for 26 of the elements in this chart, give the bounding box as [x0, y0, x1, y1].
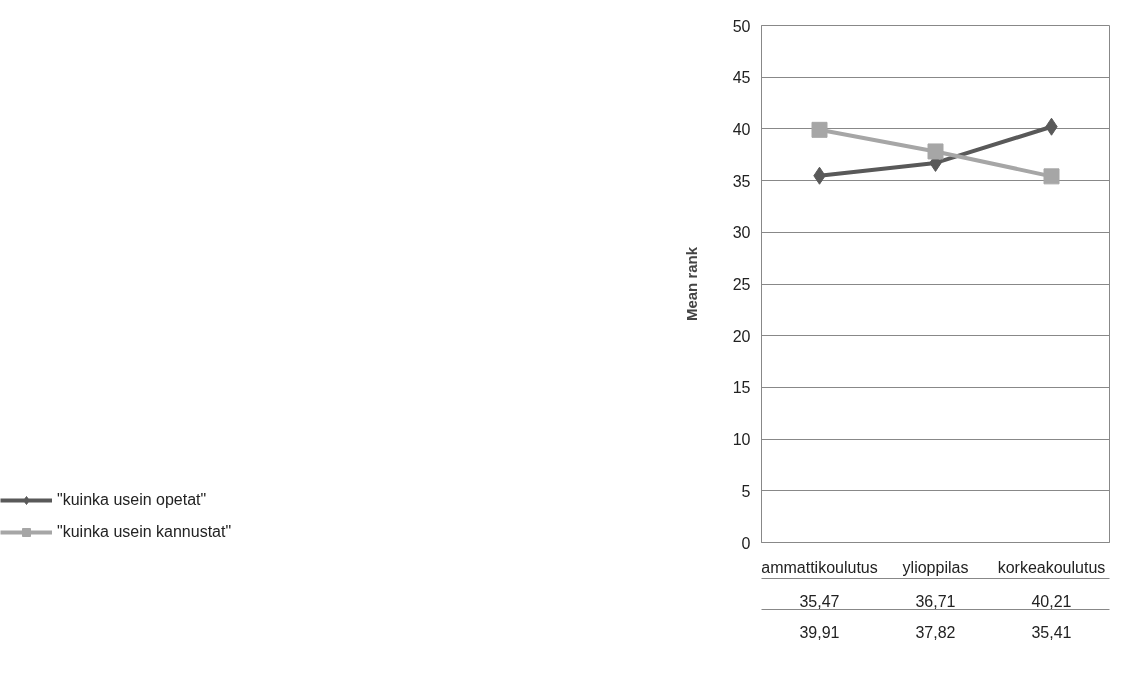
y-tick-label: 5 — [741, 482, 751, 500]
y-tick-label: 10 — [732, 431, 751, 449]
data-label: 35,47 — [799, 592, 840, 610]
point — [811, 121, 828, 138]
data-label: 36,71 — [915, 592, 956, 610]
y-tick-label: 20 — [732, 327, 751, 345]
x-tick-label: ylioppilas — [902, 558, 969, 576]
y-tick-label: 25 — [732, 276, 751, 293]
point — [1043, 168, 1060, 185]
y-tick-label: 35 — [732, 172, 751, 190]
x-tick-label: ammattikoulutus — [761, 558, 878, 576]
y-tick-label: 50 — [732, 17, 751, 35]
legend-label: "kuinka usein kannustat" — [57, 523, 232, 541]
y-axis-title: Mean rank — [682, 246, 700, 322]
y-tick-label: 0 — [741, 534, 751, 552]
legend-label: "kuinka usein opetat" — [57, 491, 207, 509]
y-tick-label: 45 — [732, 69, 751, 87]
y-tick-label: 15 — [732, 379, 751, 397]
data-label: 39,91 — [799, 623, 840, 641]
point — [927, 143, 944, 160]
data-label: 35,41 — [1031, 623, 1072, 641]
y-tick-label: 30 — [732, 224, 751, 242]
x-tick-label: korkeakoulutus — [997, 558, 1106, 576]
data-label: 40,21 — [1031, 592, 1072, 610]
y-tick-label: 40 — [732, 120, 751, 138]
data-label: 37,82 — [915, 623, 956, 641]
